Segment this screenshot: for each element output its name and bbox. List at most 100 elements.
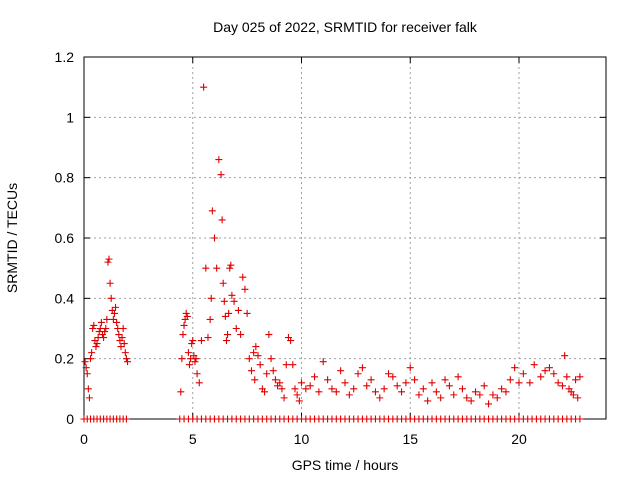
x-tick-label: 0 <box>80 431 88 447</box>
data-point <box>263 370 271 378</box>
data-point <box>178 355 186 363</box>
y-tick-label: 0.4 <box>55 290 75 306</box>
data-point <box>428 379 436 387</box>
data-point <box>97 318 105 326</box>
data-point <box>206 315 214 323</box>
data-point <box>319 358 327 366</box>
data-point <box>554 379 562 387</box>
data-point <box>110 309 118 317</box>
data-point <box>179 331 187 339</box>
data-point <box>112 303 120 311</box>
data-point <box>211 234 218 242</box>
data-point <box>230 297 238 305</box>
data-point <box>219 279 227 287</box>
data-point <box>559 382 566 390</box>
data-point <box>415 391 423 399</box>
data-point <box>572 376 580 384</box>
data-point <box>104 258 112 266</box>
data-point <box>103 315 111 323</box>
data-point <box>82 364 90 372</box>
data-point <box>109 315 117 323</box>
baseline-point <box>576 415 584 423</box>
data-point <box>106 279 114 287</box>
data-point <box>215 156 223 164</box>
data-point <box>550 370 558 378</box>
data-point <box>363 382 371 390</box>
data-point <box>278 385 286 393</box>
data-point <box>476 391 484 399</box>
data-point <box>432 388 440 396</box>
data-point <box>276 379 284 387</box>
data-point <box>234 306 242 314</box>
y-tick-label: 1.2 <box>55 49 75 65</box>
data-point <box>298 379 305 387</box>
y-tick-label: 1 <box>66 109 74 125</box>
data-point <box>291 385 299 393</box>
data-point <box>441 376 449 384</box>
data-point <box>113 318 121 326</box>
data-point <box>493 394 501 402</box>
data-point <box>561 352 569 360</box>
data-point <box>192 355 200 363</box>
y-tick-label: 0.6 <box>55 230 75 246</box>
data-point <box>225 309 233 317</box>
data-point <box>315 388 323 396</box>
data-point <box>220 297 228 305</box>
data-point <box>454 373 462 381</box>
data-point <box>324 376 332 384</box>
data-point <box>511 364 519 372</box>
chart-title: Day 025 of 2022, SRMTID for receiver fal… <box>213 19 478 35</box>
data-point <box>526 379 534 387</box>
data-point <box>193 370 201 378</box>
x-tick-label: 15 <box>402 431 418 447</box>
data-point <box>100 334 108 342</box>
data-point <box>563 373 571 381</box>
data-point <box>237 331 245 339</box>
data-point <box>576 373 584 381</box>
data-point <box>200 83 208 91</box>
data-point <box>467 397 475 405</box>
data-point <box>380 385 388 393</box>
data-point <box>107 294 115 302</box>
data-point <box>191 358 199 366</box>
x-tick-label: 5 <box>189 431 197 447</box>
data-point <box>93 340 101 348</box>
data-point <box>385 370 392 378</box>
y-tick-label: 0 <box>66 411 74 427</box>
data-point <box>367 376 375 384</box>
data-point <box>424 397 432 405</box>
data-point <box>195 379 203 387</box>
data-point <box>85 394 93 402</box>
data-point <box>332 388 340 396</box>
data-point <box>537 373 545 381</box>
data-point <box>506 376 514 384</box>
data-point <box>328 385 336 393</box>
data-point <box>345 391 353 399</box>
data-point <box>224 331 232 339</box>
data-point <box>87 355 95 363</box>
data-point <box>341 379 349 387</box>
x-tick-label: 10 <box>294 431 310 447</box>
data-point <box>498 385 506 393</box>
x-axis-label: GPS time / hours <box>292 457 399 473</box>
data-point <box>485 400 493 408</box>
data-point <box>115 331 123 339</box>
data-point <box>463 394 471 402</box>
data-point <box>120 340 128 348</box>
data-point <box>245 355 253 363</box>
data-point <box>293 391 301 399</box>
data-point <box>183 312 191 320</box>
data-point <box>83 370 91 378</box>
data-point <box>243 309 251 317</box>
data-point <box>180 321 188 329</box>
data-point <box>489 391 497 399</box>
data-point <box>217 171 225 179</box>
data-point <box>250 349 258 357</box>
data-point <box>402 379 410 387</box>
data-point <box>247 367 255 375</box>
data-point <box>437 394 445 402</box>
data-point <box>189 337 197 345</box>
y-tick-label: 0.2 <box>55 351 75 367</box>
data-point <box>256 361 264 369</box>
data-point <box>213 264 221 272</box>
